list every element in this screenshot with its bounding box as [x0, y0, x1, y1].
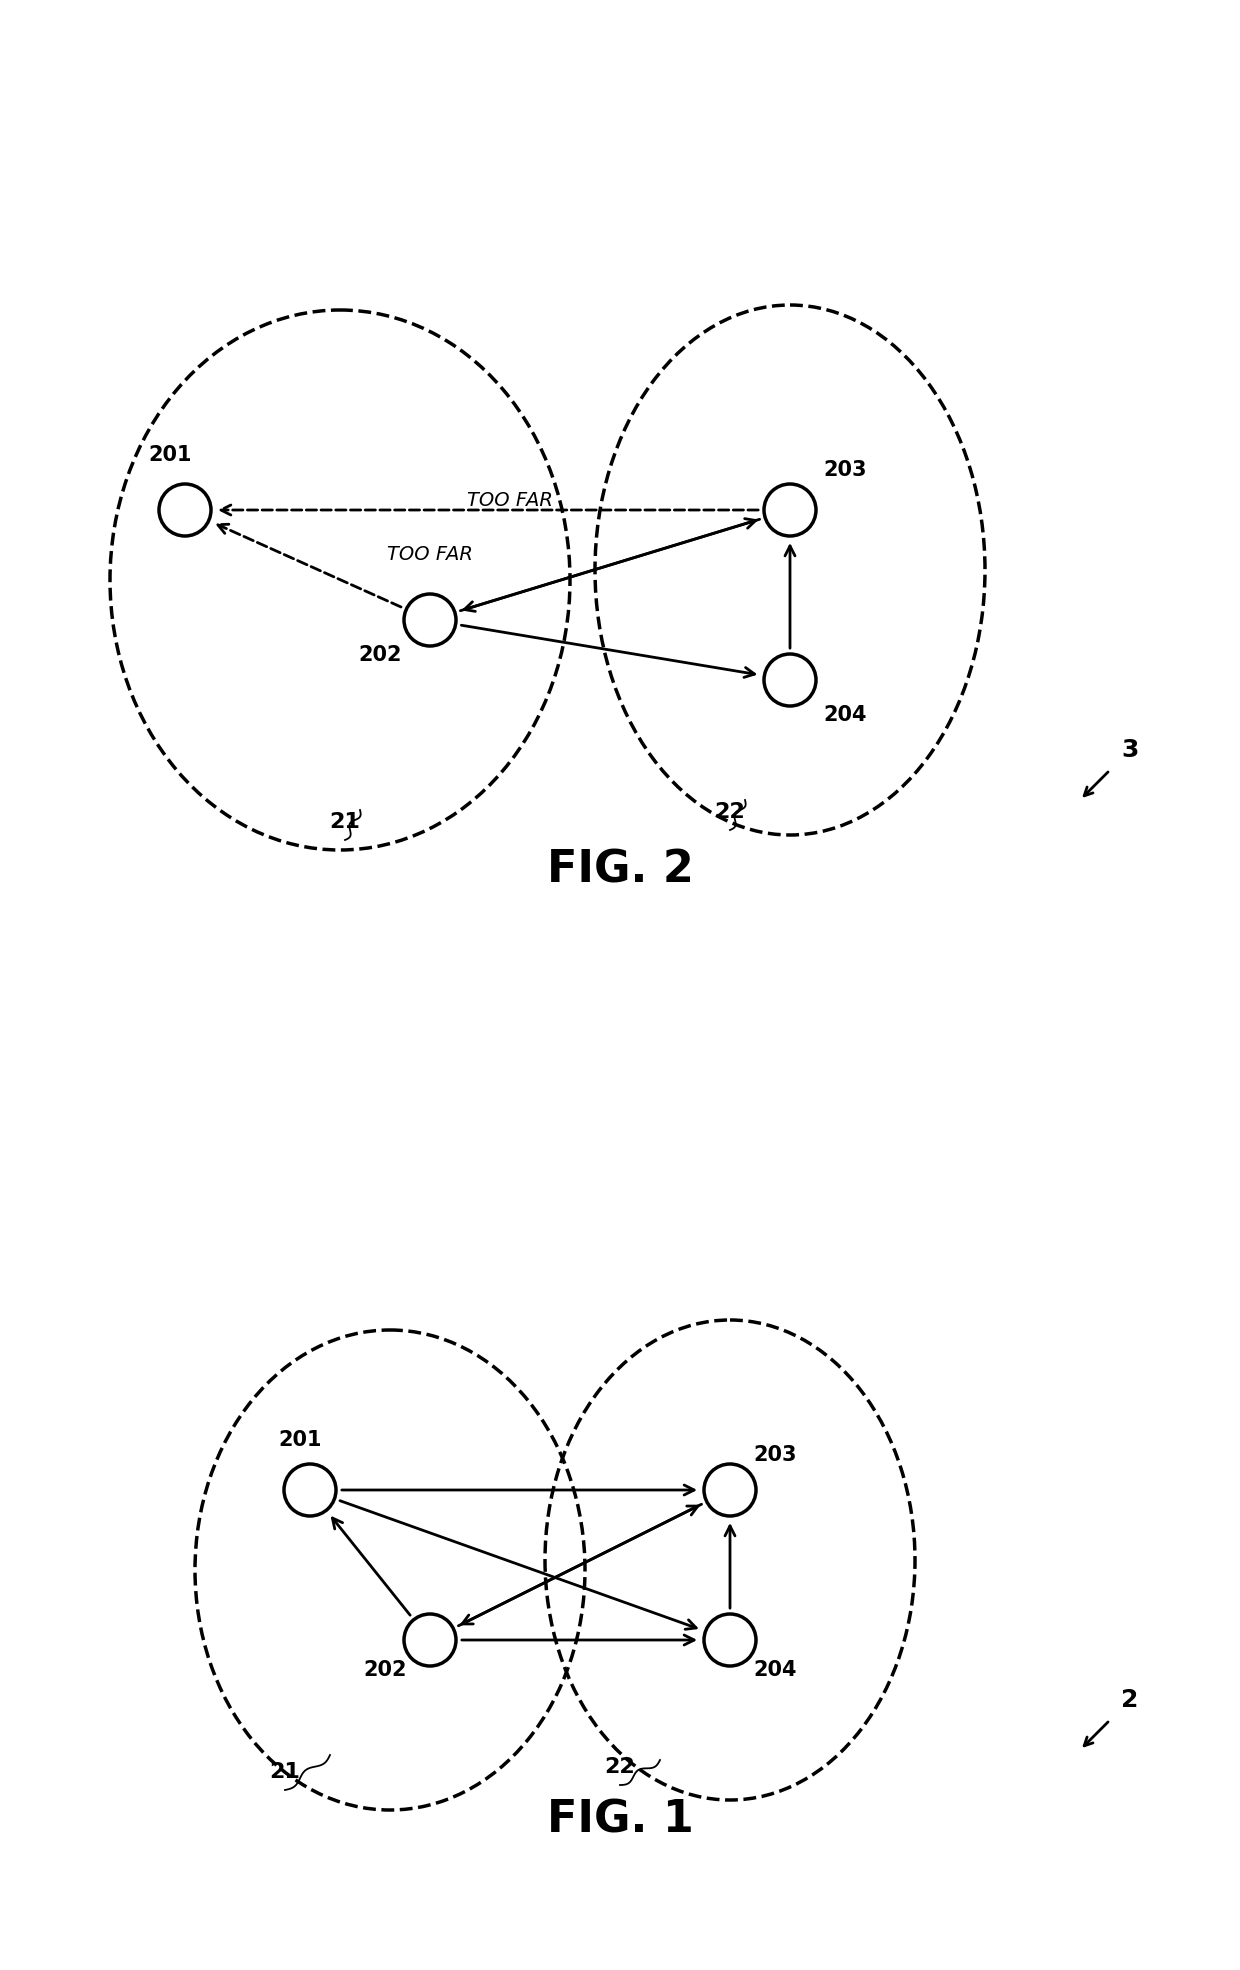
Circle shape: [159, 485, 211, 536]
Text: 204: 204: [823, 705, 867, 725]
Circle shape: [284, 1464, 336, 1517]
Circle shape: [404, 595, 456, 646]
Circle shape: [404, 1613, 456, 1667]
Text: 21: 21: [330, 812, 361, 831]
Text: 2: 2: [1121, 1688, 1138, 1712]
Text: 201: 201: [278, 1430, 321, 1450]
Circle shape: [704, 1464, 756, 1517]
Text: 22: 22: [605, 1757, 635, 1777]
Circle shape: [764, 485, 816, 536]
Text: 202: 202: [358, 644, 402, 666]
Text: 202: 202: [363, 1661, 407, 1680]
Text: 21: 21: [269, 1761, 300, 1783]
Text: 203: 203: [753, 1446, 797, 1466]
Text: 201: 201: [149, 445, 192, 465]
Text: 204: 204: [753, 1661, 797, 1680]
Circle shape: [704, 1613, 756, 1667]
Text: FIG. 2: FIG. 2: [547, 849, 693, 892]
Circle shape: [764, 654, 816, 705]
Text: 22: 22: [714, 802, 745, 821]
Text: 203: 203: [823, 461, 867, 481]
Text: TOO FAR: TOO FAR: [387, 546, 472, 565]
Text: TOO FAR: TOO FAR: [467, 491, 553, 510]
Text: FIG. 1: FIG. 1: [547, 1799, 693, 1842]
Text: 3: 3: [1121, 739, 1138, 762]
